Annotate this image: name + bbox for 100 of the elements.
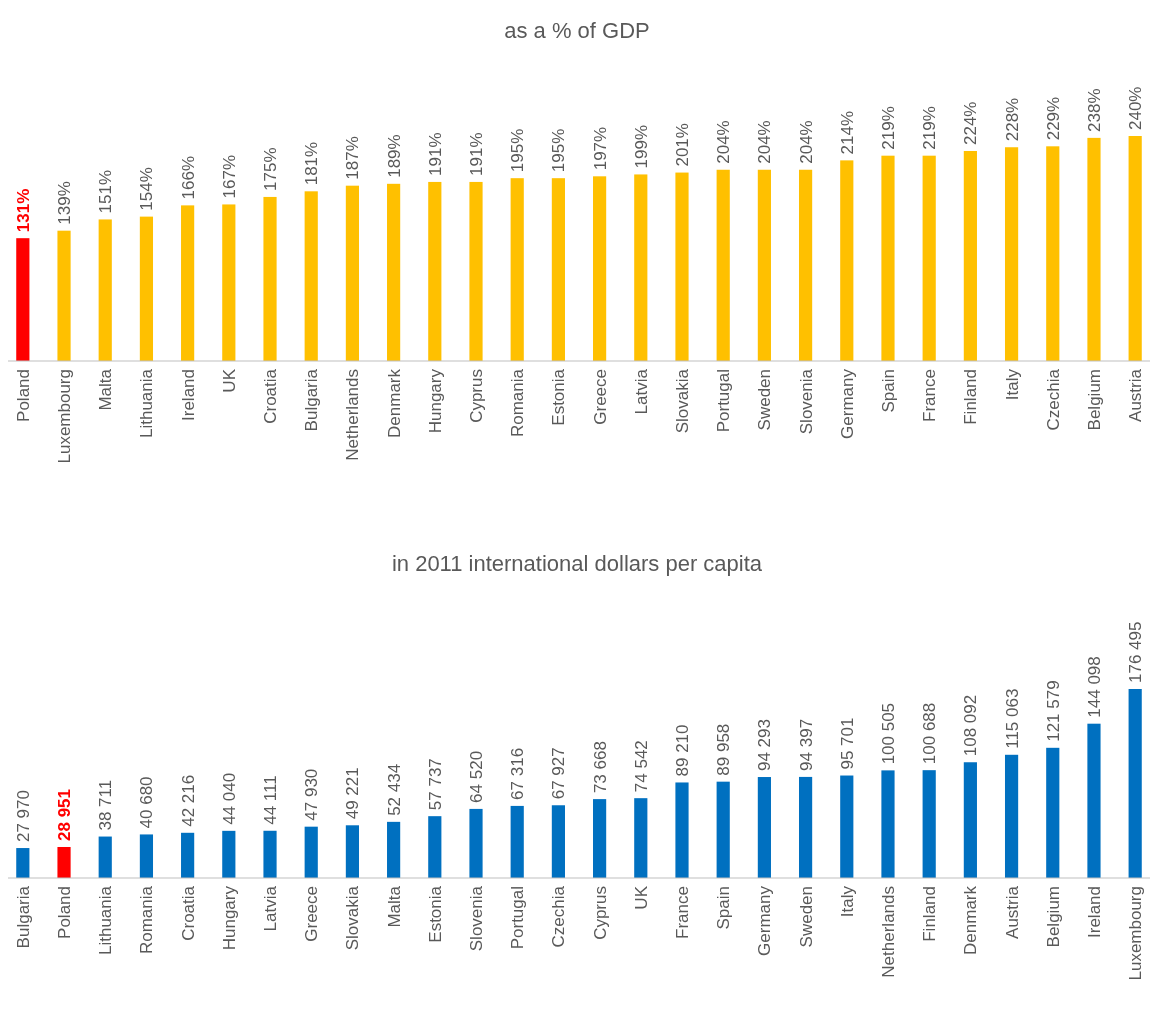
- data-label: 57 737: [425, 758, 445, 811]
- x-tick-label: Czechia: [1043, 368, 1063, 431]
- data-label: 89 958: [714, 723, 734, 776]
- bar: [1128, 689, 1142, 878]
- x-tick-label: Bulgaria: [302, 368, 322, 432]
- bar: [675, 782, 689, 878]
- bar: [304, 191, 318, 361]
- data-label: 115 063: [1002, 688, 1022, 749]
- bar: [799, 169, 813, 361]
- bar: [98, 219, 112, 361]
- bar: [387, 183, 401, 361]
- data-label: 144 098: [1084, 656, 1104, 718]
- data-label: 44 040: [219, 772, 239, 825]
- bar: [1046, 747, 1060, 878]
- data-label: 240%: [1126, 86, 1146, 130]
- bar: [963, 762, 977, 878]
- data-label: 219%: [920, 106, 940, 150]
- x-tick-label: Romania: [137, 885, 157, 955]
- data-label: 40 680: [137, 776, 157, 829]
- bar: [345, 185, 359, 361]
- x-tick-label: Slovenia: [467, 885, 487, 952]
- x-tick-label: Slovenia: [796, 368, 816, 435]
- x-tick-label: Belgium: [1084, 369, 1104, 431]
- x-tick-label: Germany: [755, 885, 775, 956]
- bar: [263, 830, 277, 878]
- data-label: 197%: [590, 126, 610, 171]
- data-label: 100 688: [920, 702, 940, 765]
- data-label: 204%: [714, 120, 734, 164]
- x-tick-label: Portugal: [714, 369, 734, 433]
- bar: [881, 770, 895, 878]
- bar: [304, 826, 318, 878]
- x-tick-label: Luxembourg: [55, 369, 75, 464]
- x-tick-label: France: [920, 369, 940, 422]
- data-label: 238%: [1084, 88, 1104, 132]
- bar: [16, 848, 30, 878]
- bar: [57, 230, 71, 361]
- bar: [1046, 146, 1060, 361]
- x-tick-label: Latvia: [261, 885, 281, 932]
- data-label: 94 293: [755, 719, 775, 772]
- bar: [716, 781, 730, 878]
- bar: [922, 770, 936, 878]
- bar: [634, 174, 648, 361]
- bar: [963, 151, 977, 361]
- data-label: 131%: [13, 188, 33, 233]
- data-label: 189%: [384, 134, 404, 178]
- x-tick-label: Finland: [961, 369, 981, 425]
- data-label: 49 221: [343, 767, 363, 820]
- x-tick-label: Finland: [920, 886, 940, 942]
- x-tick-label: Hungary: [219, 885, 239, 951]
- data-label: 74 542: [631, 740, 651, 793]
- x-tick-label: Bulgaria: [13, 885, 33, 949]
- bar: [922, 155, 936, 361]
- data-label: 94 397: [796, 718, 816, 771]
- data-label: 181%: [302, 141, 322, 186]
- bar: [57, 847, 71, 878]
- bar: [799, 776, 813, 878]
- x-tick-label: France: [672, 886, 692, 939]
- bar: [263, 196, 277, 361]
- bar: [428, 181, 442, 361]
- x-tick-label: Cyprus: [467, 369, 487, 423]
- bar: [98, 836, 112, 878]
- x-tick-label: Latvia: [631, 368, 651, 415]
- x-tick-label: Netherlands: [878, 886, 898, 978]
- x-tick-label: Poland: [55, 886, 75, 939]
- bar: [881, 155, 895, 361]
- bar: [16, 238, 30, 361]
- x-tick-label: Netherlands: [343, 369, 363, 461]
- x-tick-label: Malta: [96, 368, 116, 411]
- x-tick-label: Czechia: [549, 885, 569, 948]
- x-tick-label: Cyprus: [590, 886, 610, 940]
- data-label: 199%: [631, 124, 651, 169]
- data-label: 89 210: [672, 724, 692, 777]
- x-tick-label: Croatia: [178, 885, 198, 941]
- bar: [716, 169, 730, 361]
- x-tick-label: Malta: [384, 885, 404, 928]
- x-tick-label: Austria: [1126, 368, 1146, 422]
- x-tick-label: Sweden: [755, 369, 775, 431]
- data-label: 166%: [178, 155, 198, 200]
- bar: [469, 181, 483, 361]
- data-label: 195%: [508, 128, 528, 173]
- x-tick-label: Lithuania: [96, 885, 116, 956]
- data-label: 229%: [1043, 96, 1063, 141]
- x-tick-label: Croatia: [261, 368, 281, 424]
- x-tick-label: Ireland: [178, 369, 198, 421]
- data-label: 224%: [961, 101, 981, 145]
- x-tick-label: Estonia: [549, 368, 569, 426]
- bar: [469, 808, 483, 878]
- x-tick-label: Belgium: [1043, 886, 1063, 948]
- bar: [222, 830, 236, 878]
- bar: [593, 176, 607, 361]
- data-label: 64 520: [467, 750, 487, 803]
- bar: [1128, 136, 1142, 361]
- bar: [139, 834, 154, 878]
- x-tick-label: Germany: [837, 368, 857, 439]
- chart-title: in 2011 international dollars per capita: [391, 551, 763, 576]
- data-label: 67 927: [549, 747, 569, 800]
- x-tick-label: Spain: [878, 369, 898, 413]
- x-tick-label: Sweden: [796, 886, 816, 948]
- bar: [510, 178, 524, 361]
- bar: [345, 825, 359, 878]
